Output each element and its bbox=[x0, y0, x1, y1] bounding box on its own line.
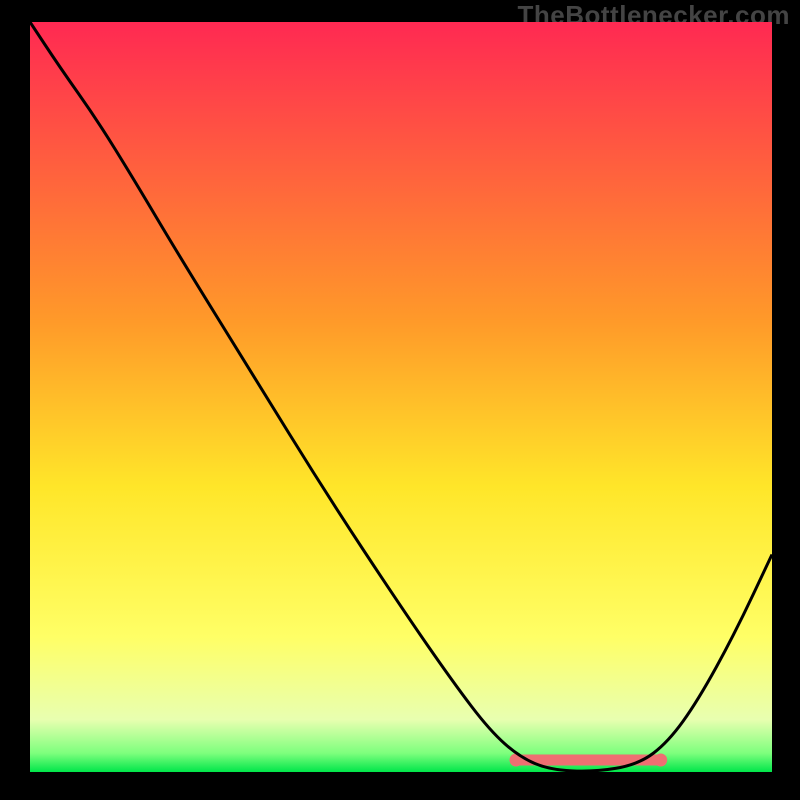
chart-frame: TheBottlenecker.com bbox=[0, 0, 800, 800]
bottleneck-curve-chart bbox=[30, 22, 772, 772]
optimal-range-end-marker bbox=[654, 754, 667, 767]
gradient-background bbox=[30, 22, 772, 772]
